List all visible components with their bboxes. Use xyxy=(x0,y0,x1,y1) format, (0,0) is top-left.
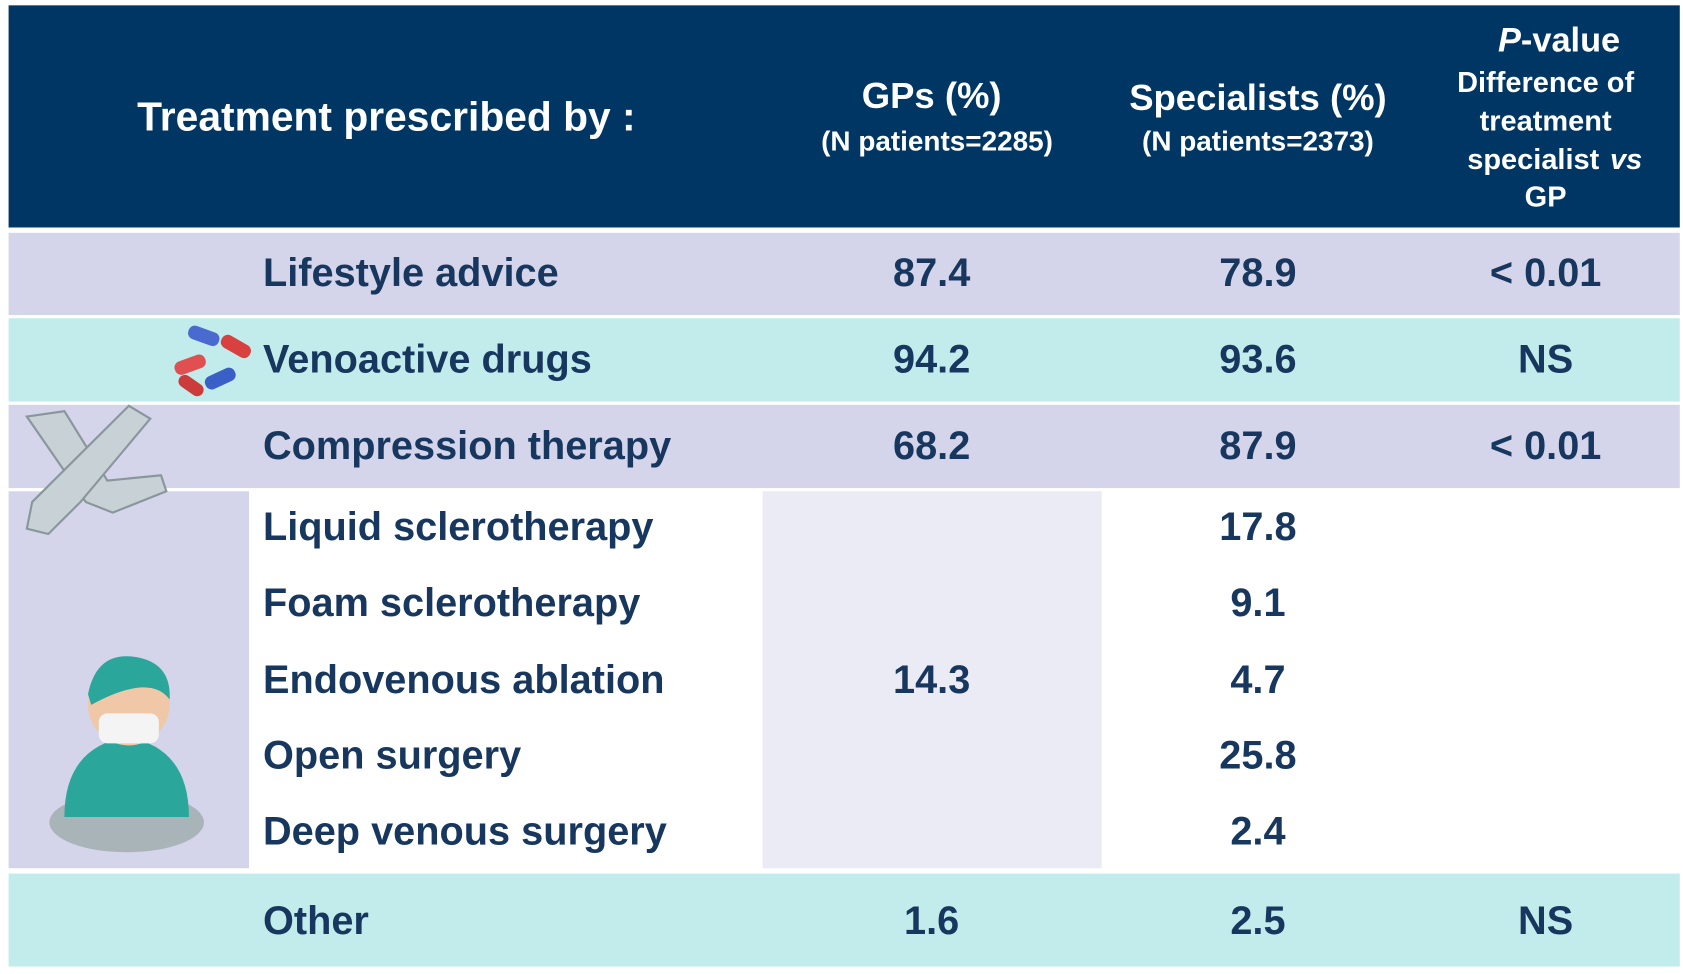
row-bg xyxy=(9,874,1680,967)
row-label: Liquid sclerotherapy xyxy=(263,505,654,549)
row-label: Deep venous surgery xyxy=(263,810,667,854)
header-text: -value xyxy=(1521,22,1620,60)
row-bg xyxy=(9,405,1680,488)
row-label: Other xyxy=(263,899,369,943)
gp-value: 94.2 xyxy=(893,338,970,382)
row-label: Lifestyle advice xyxy=(263,251,559,295)
gp-value: 14.3 xyxy=(893,658,970,702)
specialist-value: 87.9 xyxy=(1219,424,1296,468)
specialist-value: 93.6 xyxy=(1219,338,1296,382)
row-bg xyxy=(9,318,1680,401)
gp-value: 87.4 xyxy=(893,251,970,295)
specialist-value: 25.8 xyxy=(1219,734,1296,778)
p-value: NS xyxy=(1518,899,1573,943)
specialist-value: 2.5 xyxy=(1230,899,1285,943)
row-label: Venoactive drugs xyxy=(263,338,592,382)
gp-value: 68.2 xyxy=(893,424,970,468)
row-label: Compression therapy xyxy=(263,424,671,468)
specialist-value: 78.9 xyxy=(1219,251,1296,295)
page: Treatment prescribed by : GPs (%) (N patie… xyxy=(0,0,1683,974)
header-subtext: Difference of xyxy=(1457,67,1634,99)
p-value: < 0.01 xyxy=(1490,424,1602,468)
p-value: NS xyxy=(1518,338,1573,382)
header-text: Specialists (%) xyxy=(1129,77,1387,118)
header-text: P xyxy=(1498,22,1521,60)
gp-value: 1.6 xyxy=(904,899,959,943)
row-label: Foam sclerotherapy xyxy=(263,581,640,625)
specialist-value: 4.7 xyxy=(1230,658,1285,702)
header-subtext: treatment xyxy=(1480,106,1612,138)
header-text: Treatment prescribed by : xyxy=(137,93,636,139)
row-bg xyxy=(9,233,1680,315)
header-subtext: (N patients=2285) xyxy=(821,126,1053,157)
header-subtext: vs xyxy=(1610,144,1642,176)
p-value: < 0.01 xyxy=(1490,251,1602,295)
header-subtext: GP xyxy=(1525,181,1567,213)
table: Treatment prescribed by : GPs (%) (N patie… xyxy=(0,0,1683,974)
header-subtext: (N patients=2373) xyxy=(1142,126,1374,157)
specialist-value: 17.8 xyxy=(1219,505,1296,549)
header-text: GPs (%) xyxy=(862,75,1002,116)
header-subtext: specialist xyxy=(1467,144,1599,176)
row-label: Endovenous ablation xyxy=(263,658,665,702)
specialist-value: 2.4 xyxy=(1230,810,1285,854)
specialist-value: 9.1 xyxy=(1230,581,1285,625)
row-label: Open surgery xyxy=(263,734,521,778)
